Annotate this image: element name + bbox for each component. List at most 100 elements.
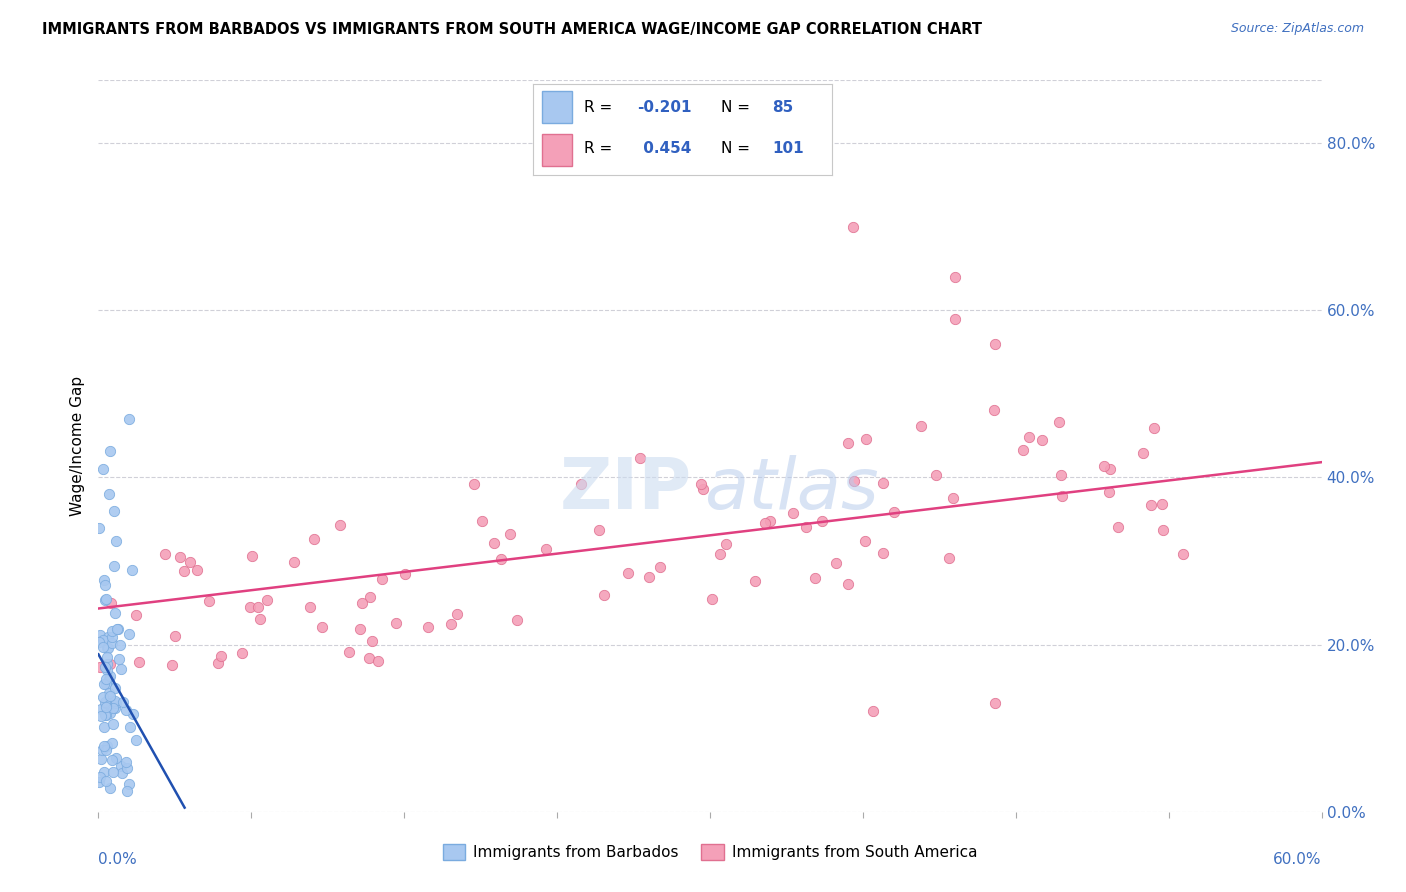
Point — [841, 219, 863, 234]
Text: IMMIGRANTS FROM BARBADOS VS IMMIGRANTS FROM SOUTH AMERICA WAGE/INCOME GAP CORREL: IMMIGRANTS FROM BARBADOS VS IMMIGRANTS F… — [42, 22, 983, 37]
Point — [628, 450, 651, 465]
Point — [302, 533, 325, 547]
Text: 0.0%: 0.0% — [98, 852, 138, 867]
Point — [207, 656, 229, 670]
Point — [108, 652, 131, 666]
Point — [692, 482, 714, 496]
Point — [942, 491, 965, 506]
Point — [1171, 547, 1194, 561]
Point — [617, 566, 640, 580]
Point — [872, 476, 894, 491]
Point — [714, 537, 737, 551]
Point — [115, 761, 138, 775]
Point — [186, 563, 208, 577]
Point — [648, 559, 671, 574]
Point — [105, 622, 128, 636]
Point — [103, 764, 125, 779]
Point — [311, 620, 333, 634]
Point — [101, 736, 124, 750]
Point — [350, 596, 373, 610]
Legend: Immigrants from Barbados, Immigrants from South America: Immigrants from Barbados, Immigrants fro… — [436, 838, 984, 866]
Point — [122, 706, 145, 721]
Point — [359, 651, 381, 665]
Point — [98, 689, 121, 703]
Point — [329, 518, 352, 533]
Point — [110, 662, 132, 676]
Point — [446, 607, 468, 621]
Point — [825, 556, 848, 570]
Point — [872, 546, 894, 560]
Point — [153, 548, 176, 562]
Point — [100, 753, 122, 767]
Point — [754, 516, 776, 531]
Point — [124, 607, 146, 622]
Point — [94, 592, 117, 607]
Point — [118, 412, 141, 426]
Point — [700, 591, 723, 606]
Point — [89, 775, 111, 789]
Point — [104, 681, 127, 696]
Point — [97, 690, 120, 704]
Point — [1012, 442, 1035, 457]
Point — [246, 600, 269, 615]
Point — [100, 624, 122, 638]
Point — [96, 696, 118, 710]
Point — [103, 700, 125, 714]
Point — [569, 477, 592, 491]
Point — [97, 630, 120, 644]
Point — [115, 755, 138, 769]
Point — [96, 657, 118, 672]
Text: Source: ZipAtlas.com: Source: ZipAtlas.com — [1230, 22, 1364, 36]
Point — [209, 648, 232, 663]
Point — [125, 733, 148, 747]
Point — [96, 773, 118, 788]
Point — [87, 635, 110, 649]
Point — [94, 660, 117, 674]
Point — [98, 706, 121, 721]
Point — [89, 770, 111, 784]
Point — [98, 669, 121, 683]
Point — [94, 708, 117, 723]
Point — [484, 535, 506, 549]
Point — [94, 672, 117, 686]
Point — [709, 547, 731, 561]
Point — [239, 599, 262, 614]
Point — [118, 777, 141, 791]
Point — [98, 694, 121, 708]
Point — [782, 506, 804, 520]
Point — [943, 311, 966, 326]
Point — [744, 574, 766, 589]
Point — [1107, 520, 1129, 534]
Point — [471, 514, 494, 528]
Point — [91, 462, 114, 476]
Point — [103, 558, 125, 573]
Point — [93, 765, 115, 780]
Point — [98, 657, 121, 671]
Point — [837, 436, 859, 450]
Point — [938, 550, 960, 565]
Point — [93, 677, 115, 691]
Point — [256, 593, 278, 607]
Point — [111, 766, 134, 780]
Point — [120, 720, 142, 734]
Point — [534, 542, 557, 557]
Point — [87, 520, 110, 534]
Point — [637, 570, 659, 584]
Point — [360, 634, 382, 648]
Point — [804, 571, 827, 585]
Point — [1143, 420, 1166, 434]
Point — [240, 549, 263, 563]
Point — [100, 631, 122, 645]
Point — [794, 520, 817, 534]
Point — [89, 660, 111, 674]
Point — [89, 628, 111, 642]
Point — [104, 534, 127, 549]
Point — [96, 649, 118, 664]
Point — [107, 622, 129, 636]
Point — [983, 402, 1005, 417]
Point — [1050, 489, 1073, 503]
Point — [121, 564, 143, 578]
Point — [1049, 467, 1071, 482]
Point — [198, 594, 221, 608]
Point — [984, 336, 1007, 351]
